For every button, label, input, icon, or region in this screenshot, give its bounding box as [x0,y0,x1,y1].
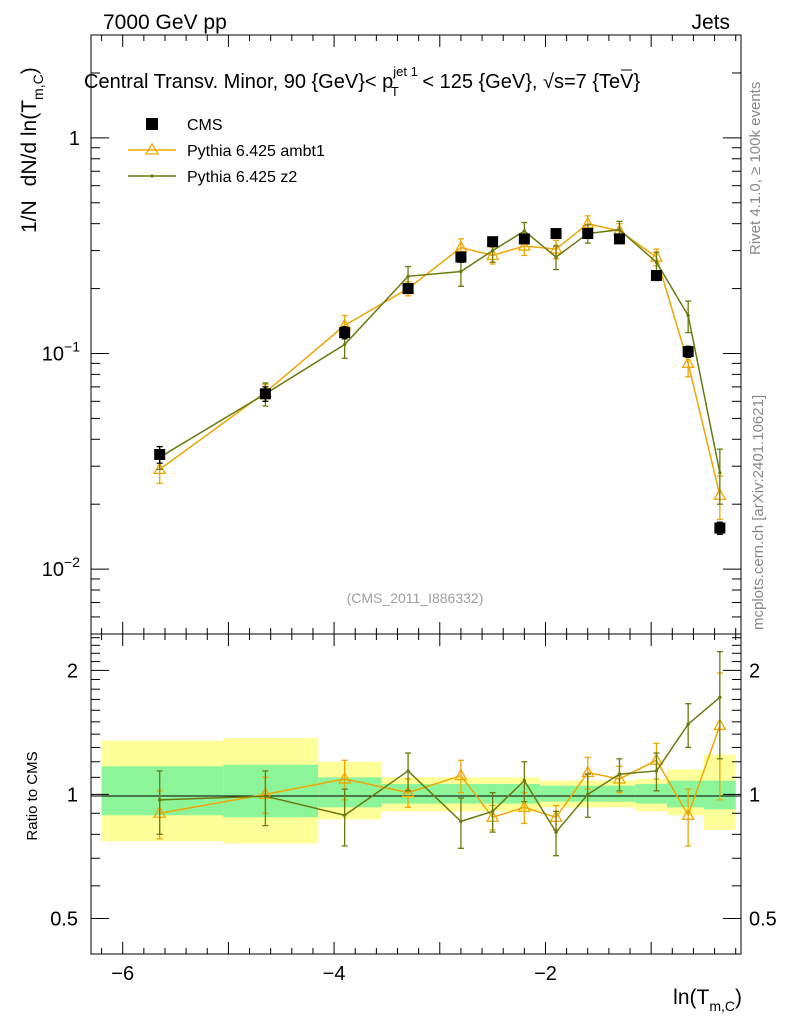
main-cms-point [402,283,414,295]
ratio-z2-point [406,769,410,773]
x-tick-label: −2 [534,963,557,985]
main-z2-point [554,255,558,259]
main-cms-point [682,346,694,358]
main-data-marks [153,215,727,535]
main-z2-point [490,248,495,253]
ratio-z2-point [686,722,690,726]
ratio-y-tick-label-right: 2 [749,660,760,682]
main-z2-line [159,228,721,473]
ratio-ambt1-point [338,771,352,784]
legend: CMS Pythia 6.425 ambt1 Pythia 6.425 z2 [128,117,325,186]
main-cms-point [518,233,530,245]
analysis-watermark: (CMS_2011_I886332) [347,590,484,606]
ratio-uncertainty-bands [101,738,736,844]
rivet-version-label: Rivet 4.1.0, ≥ 100k events [747,82,764,255]
main-cms-point [455,251,467,263]
main-cms-point [154,449,166,461]
ratio-y-tick-label-right: 1 [749,784,760,806]
main-z2-point [342,342,347,347]
main-cms-point [613,233,625,245]
ratio-z2-point [157,798,162,802]
ratio-plot-panel: −6 −4 −2 2 2 1 1 0.5 0.5 [50,633,777,985]
header-energy-label: 7000 GeV pp [103,11,227,34]
main-cms-point [259,388,271,400]
ratio-z2-point [522,778,527,783]
ratio-y-tick-label-right: 0.5 [749,908,777,930]
ratio-ambt1-point [681,807,695,820]
legend-cms-label: CMS [187,117,223,134]
main-cms-point [487,236,499,248]
main-y-tick-label: 10−2 [42,554,80,581]
main-z2-point [654,260,659,264]
main-z2-point [522,229,527,233]
main-ambt1-point [517,238,531,251]
ratio-data-marks [153,650,727,857]
legend-z2-marker [150,174,154,178]
ratio-y-tick-label-left: 1 [67,784,78,806]
legend-ambt1-label: Pythia 6.425 ambt1 [187,143,325,160]
legend-ambt1-marker [144,142,160,155]
legend-cms-marker [146,118,158,130]
x-tick-label: −4 [323,963,346,985]
main-y-axis-label: 1/NdN/d ln(Tm,C) [18,67,46,233]
ratio-z2-point [342,813,347,817]
mcplots-label: mcplots.cern.ch [arXiv:2401.10621] [750,395,767,630]
main-z2-point [718,470,722,475]
main-cms-point [714,522,726,534]
ratio-ambt1-point [517,800,531,813]
ratio-z2-point [554,830,558,834]
ratio-y-axis-label: Ratio to CMS [24,751,41,840]
ratio-z2-point [459,819,463,824]
main-z2-point [406,274,410,279]
x-tick-label: −6 [111,963,134,985]
ratio-band-inner [635,783,668,804]
main-z2-point [459,269,463,274]
legend-z2-label: Pythia 6.425 z2 [187,169,297,186]
x-axis-label: ln(Tm,C) [673,986,742,1014]
ratio-z2-point [654,769,659,773]
main-plot-panel: (CMS_2011_I886332) 1 10−1 10−2 [42,34,742,635]
ratio-axis-ticks: −6 −4 −2 2 2 1 1 0.5 0.5 [50,634,777,985]
main-ambt1-point [153,462,167,475]
main-axis-ticks: 1 10−1 10−2 [42,34,741,635]
header-process-label: Jets [691,11,730,34]
ratio-band-inner [223,764,319,818]
ratio-y-tick-label-left: 2 [67,660,78,682]
ratio-z2-point [263,794,268,798]
main-y-tick-label: 1 [69,128,80,150]
ratio-plot-frame [90,633,742,955]
ratio-z2-point [718,695,722,700]
main-ambt1-line [159,222,721,496]
main-y-tick-label: 10−1 [42,338,80,365]
ratio-z2-point [490,809,495,813]
ratio-band-inner [667,780,705,808]
main-cms-point [550,228,562,240]
ratio-z2-point [617,772,622,776]
main-ambt1-point [681,356,695,368]
main-z2-point [617,228,622,232]
ratio-z2-point [586,792,590,797]
ratio-y-tick-label-left: 0.5 [50,908,78,930]
main-cms-point [650,269,662,281]
ratio-ambt1-point [454,768,468,781]
main-z2-point [686,313,690,318]
ratio-ambt1-point [401,785,415,798]
main-cms-point [582,228,594,240]
main-cms-point [339,327,351,339]
